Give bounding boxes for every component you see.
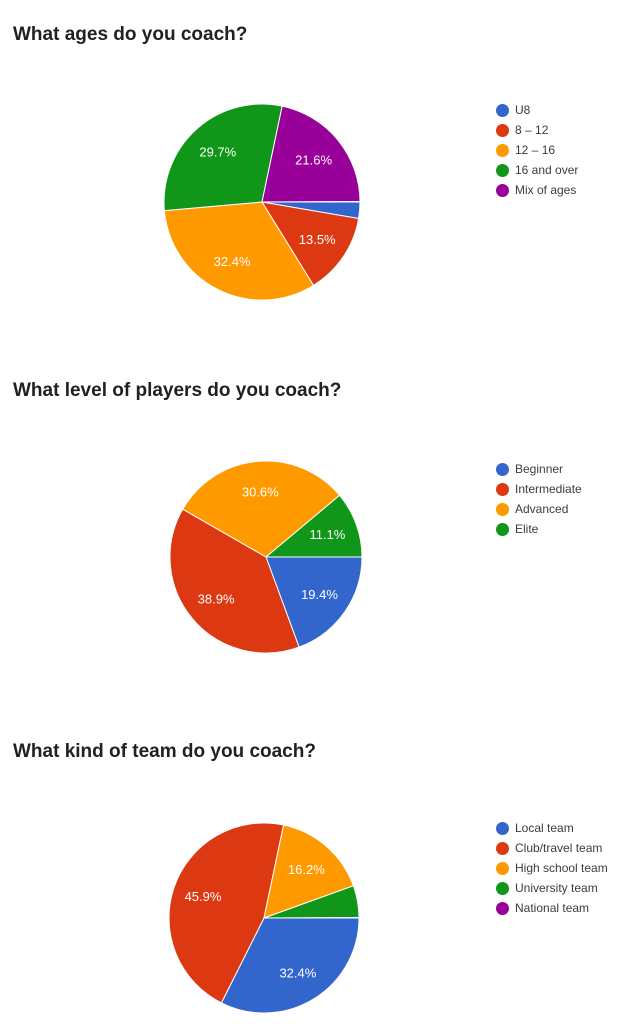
slice-label: 32.4% xyxy=(214,254,251,269)
pie-chart-level: 19.4% 38.9% 30.6% 11.1% xyxy=(169,460,363,654)
legend-label: U8 xyxy=(515,103,531,117)
legend-label: Elite xyxy=(515,522,539,536)
legend-label: National team xyxy=(515,901,590,915)
slice-label: 30.6% xyxy=(242,485,279,500)
legend-label: Mix of ages xyxy=(515,183,577,197)
legend-swatch-icon xyxy=(496,841,509,855)
legend-team: Local team Club/travel team High school … xyxy=(496,818,608,918)
pie-slice xyxy=(220,917,360,1014)
slice-label: 13.5% xyxy=(299,232,336,247)
question-title-ages: What ages do you coach? xyxy=(13,23,248,45)
legend-item: 8 – 12 xyxy=(496,120,578,140)
legend-label: Local team xyxy=(515,821,574,835)
question-title-team: What kind of team do you coach? xyxy=(13,740,316,762)
pie-slice xyxy=(182,460,341,558)
legend-item: National team xyxy=(496,898,608,918)
pie-slice xyxy=(163,103,283,212)
legend-label: Club/travel team xyxy=(515,841,603,855)
slice-label: 32.4% xyxy=(279,966,316,981)
pie-slice xyxy=(168,822,285,1004)
legend-label: University team xyxy=(515,881,598,895)
legend-swatch-icon xyxy=(496,522,509,536)
legend-swatch-icon xyxy=(496,163,509,177)
slice-label: 38.9% xyxy=(198,592,235,607)
legend-item: Advanced xyxy=(496,499,582,519)
legend-label: Intermediate xyxy=(515,482,582,496)
legend-item: U8 xyxy=(496,100,578,120)
legend-item: Club/travel team xyxy=(496,838,608,858)
pie-slice xyxy=(265,556,363,648)
legend-swatch-icon xyxy=(496,462,509,476)
slice-label: 16.2% xyxy=(288,862,325,877)
pie-slice xyxy=(163,201,314,301)
legend-label: 12 – 16 xyxy=(515,143,556,157)
legend-swatch-icon xyxy=(496,821,509,835)
legend-swatch-icon xyxy=(496,901,509,915)
legend-swatch-icon xyxy=(496,183,509,197)
pie-chart-ages: 13.5% 32.4% 29.7% 21.6% xyxy=(163,103,361,301)
pie-chart-team: 32.4% 45.9% 16.2% xyxy=(168,822,360,1014)
pie-slice xyxy=(265,494,363,558)
legend-label: Advanced xyxy=(515,502,569,516)
legend-swatch-icon xyxy=(496,881,509,895)
legend-label: 16 and over xyxy=(515,163,579,177)
question-title-level: What level of players do you coach? xyxy=(13,379,342,401)
slice-label: 29.7% xyxy=(199,145,236,160)
legend-item: Intermediate xyxy=(496,479,582,499)
pie-slice xyxy=(261,201,360,286)
legend-item: Beginner xyxy=(496,459,582,479)
legend-ages: U8 8 – 12 12 – 16 16 and over Mix of age… xyxy=(496,100,578,200)
legend-swatch-icon xyxy=(496,143,509,157)
slice-label: 21.6% xyxy=(295,152,332,167)
legend-item: Local team xyxy=(496,818,608,838)
legend-swatch-icon xyxy=(496,123,509,137)
legend-swatch-icon xyxy=(496,502,509,516)
legend-swatch-icon xyxy=(496,103,509,117)
legend-label: 8 – 12 xyxy=(515,123,549,137)
legend-item: Mix of ages xyxy=(496,180,578,200)
legend-label: Beginner xyxy=(515,462,564,476)
legend-level: Beginner Intermediate Advanced Elite xyxy=(496,459,582,539)
legend-item: University team xyxy=(496,878,608,898)
slice-label: 19.4% xyxy=(301,587,338,602)
legend-item: Elite xyxy=(496,519,582,539)
pie-slice xyxy=(169,508,300,654)
legend-label: High school team xyxy=(515,861,608,875)
pie-slice xyxy=(263,824,354,919)
legend-item: 12 – 16 xyxy=(496,140,578,160)
legend-swatch-icon xyxy=(496,861,509,875)
legend-item: 16 and over xyxy=(496,160,578,180)
legend-swatch-icon xyxy=(496,482,509,496)
slice-label: 45.9% xyxy=(185,889,222,904)
legend-item: High school team xyxy=(496,858,608,878)
pie-slice xyxy=(261,105,361,203)
pie-slice xyxy=(263,885,360,919)
slice-label: 11.1% xyxy=(309,527,345,542)
